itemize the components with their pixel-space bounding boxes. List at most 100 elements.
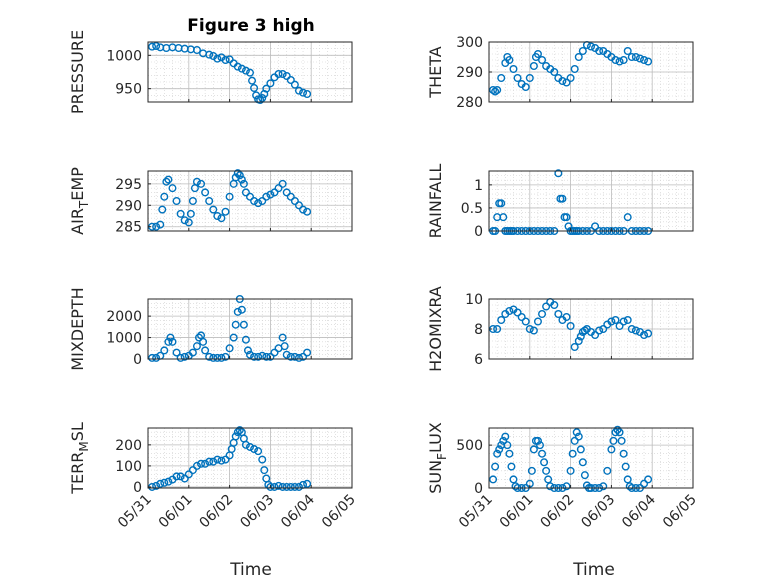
data-point: [533, 317, 542, 326]
data-point: [611, 56, 620, 65]
data-point: [509, 475, 518, 484]
data-point: [180, 216, 189, 225]
axes-box: [147, 170, 353, 232]
data-point: [578, 458, 587, 467]
data-point: [225, 192, 234, 201]
data-point: [538, 449, 547, 458]
x-tick-label: 06/03: [578, 492, 618, 532]
data-series: [489, 41, 653, 96]
data-point: [205, 352, 214, 361]
data-point: [570, 64, 579, 73]
data-point: [245, 442, 254, 451]
data-point: [290, 196, 299, 205]
data-point: [619, 56, 628, 65]
data-point: [574, 337, 583, 346]
data-point: [303, 89, 312, 98]
data-point: [148, 353, 157, 362]
data-point: [270, 188, 279, 197]
data-point: [286, 352, 295, 361]
data-point: [192, 461, 201, 470]
data-point: [540, 458, 549, 467]
data-point: [282, 350, 291, 359]
data-point: [611, 316, 620, 325]
data-point: [188, 196, 197, 205]
data-point: [635, 54, 644, 63]
subplot-rainfall: 0 0.5 1 RAINFALL: [426, 164, 694, 240]
data-point: [245, 192, 254, 201]
data-point: [538, 310, 547, 319]
data-point: [566, 73, 575, 82]
data-point: [631, 53, 640, 62]
data-point: [562, 78, 571, 87]
data-point: [525, 325, 534, 334]
data-point: [258, 93, 267, 102]
data-point: [217, 456, 226, 465]
data-point: [250, 83, 259, 92]
data-point: [243, 346, 252, 355]
data-point: [566, 322, 575, 331]
data-point: [580, 471, 589, 480]
data-point: [194, 333, 203, 342]
data-point: [631, 326, 640, 335]
data-point: [529, 62, 538, 71]
data-point: [578, 47, 587, 56]
data-point: [205, 196, 214, 205]
subplot-theta: 280 290 300 THETA: [426, 35, 694, 111]
data-point: [186, 209, 195, 218]
data-point: [192, 177, 201, 186]
data-point: [241, 188, 250, 197]
data-point: [152, 42, 161, 51]
data-point: [270, 348, 279, 357]
data-point: [245, 68, 254, 77]
data-point: [260, 466, 269, 475]
data-point: [201, 459, 210, 468]
data-point: [533, 436, 542, 445]
data-point: [254, 447, 263, 456]
data-point: [217, 353, 226, 362]
figure-title: Figure 3 high: [187, 16, 315, 36]
data-point: [172, 348, 181, 357]
data-point: [591, 331, 600, 340]
data-point: [505, 56, 514, 65]
data-point: [574, 432, 583, 441]
y-axis-label: SUNFLUX: [426, 422, 449, 494]
data-point: [566, 466, 575, 475]
data-point: [241, 66, 250, 75]
data-point: [615, 57, 624, 66]
data-point: [290, 482, 299, 491]
y-axis-label: MIXDEPTH: [68, 287, 87, 370]
y-tick-label: 1000: [106, 48, 142, 64]
data-point: [176, 472, 185, 481]
data-point: [299, 88, 308, 97]
data-point: [225, 344, 234, 353]
data-point: [176, 209, 185, 218]
data-point: [235, 171, 244, 180]
data-point: [233, 307, 242, 316]
data-point: [282, 71, 291, 80]
data-point: [172, 196, 181, 205]
data-point: [497, 73, 506, 82]
subplot-mixdepth: 0 1000 2000 MIXDEPTH: [68, 287, 353, 371]
data-point: [644, 329, 653, 338]
data-point: [294, 353, 303, 362]
data-point: [258, 196, 267, 205]
data-point: [266, 482, 275, 491]
data-point: [197, 179, 206, 188]
data-point: [509, 64, 518, 73]
y-axis-label: TERRMSL: [68, 422, 91, 495]
data-point: [168, 184, 177, 193]
data-point: [521, 317, 530, 326]
y-axis-label: THETA: [426, 46, 445, 98]
y-tick-label: 200: [115, 438, 142, 454]
data-point: [233, 169, 242, 178]
data-point: [529, 326, 538, 335]
data-point: [158, 205, 167, 214]
data-point: [591, 222, 600, 231]
x-axis-label-left: Time: [229, 560, 272, 580]
x-tick-label: 06/02: [197, 492, 237, 532]
data-point: [505, 307, 514, 316]
subplot-terr-msl: 0 100 200 05/31 06/01 06/02 06/03 06/04 06/05 TER…: [68, 422, 359, 531]
data-point: [278, 179, 287, 188]
data-point: [209, 457, 218, 466]
y-tick-label: 295: [115, 177, 142, 193]
